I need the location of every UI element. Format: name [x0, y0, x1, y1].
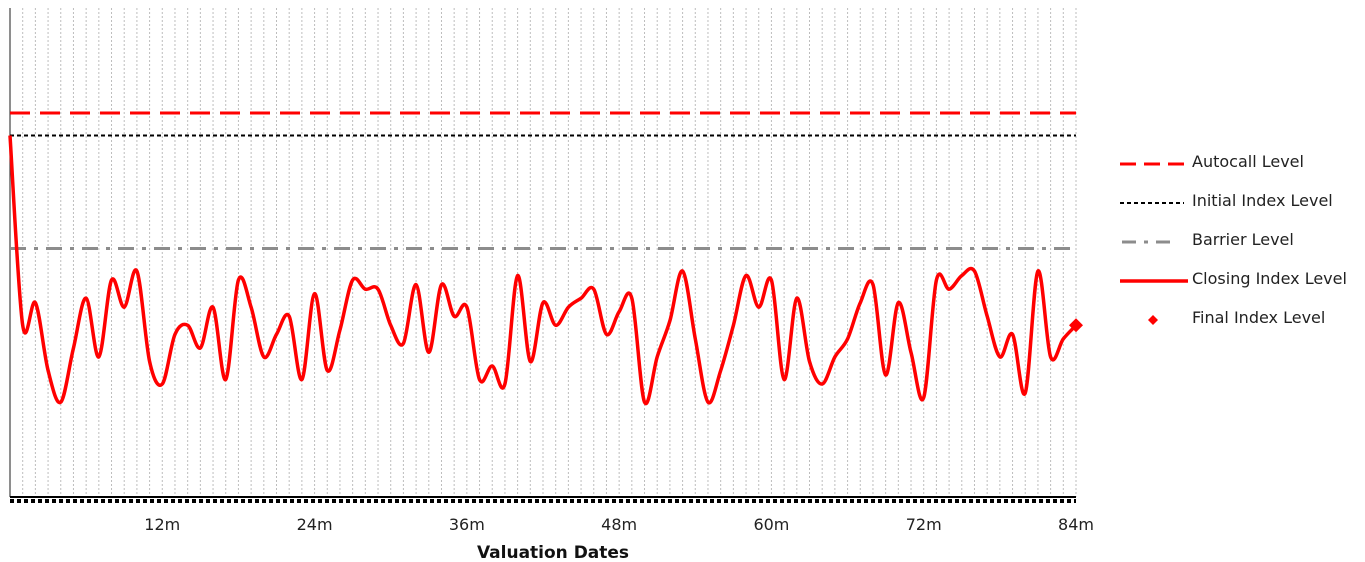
legend-swatch-barrier — [1122, 240, 1178, 244]
x-tick-label-48m: 48m — [601, 515, 637, 534]
x-tick-label-72m: 72m — [906, 515, 942, 534]
legend-label-initial: Initial Index Level — [1192, 191, 1333, 210]
legend-swatch-initial — [1120, 202, 1184, 204]
legend-item-closing: Closing Index Level — [1118, 267, 1363, 306]
final-index-marker — [1069, 318, 1083, 333]
legend-label-closing: Closing Index Level — [1192, 269, 1347, 288]
diamond-icon — [1148, 315, 1158, 325]
legend-item-autocall: Autocall Level — [1118, 150, 1363, 189]
legend: Autocall Level Initial Index Level Barri… — [1118, 150, 1363, 345]
legend-item-initial: Initial Index Level — [1118, 189, 1363, 228]
legend-swatch-closing — [1120, 279, 1188, 283]
legend-swatch-autocall — [1120, 162, 1184, 166]
chart-plot-area: 12m 24m 36m 48m 60m 72m 84m Valuation Dates — [8, 8, 1094, 562]
x-axis-title: Valuation Dates — [477, 543, 629, 562]
legend-label-autocall: Autocall Level — [1192, 152, 1304, 171]
legend-label-final: Final Index Level — [1192, 308, 1326, 327]
x-tick-label-24m: 24m — [297, 515, 333, 534]
legend-item-barrier: Barrier Level — [1118, 228, 1363, 267]
x-tick-label-84m: 84m — [1058, 515, 1094, 534]
legend-item-final: Final Index Level — [1118, 306, 1363, 345]
legend-swatch-final — [1148, 315, 1158, 325]
x-tick-label-12m: 12m — [144, 515, 180, 534]
x-tick-label-36m: 36m — [449, 515, 485, 534]
x-tick-label-60m: 60m — [753, 515, 789, 534]
legend-label-barrier: Barrier Level — [1192, 230, 1294, 249]
closing-index-line — [8, 135, 1078, 406]
